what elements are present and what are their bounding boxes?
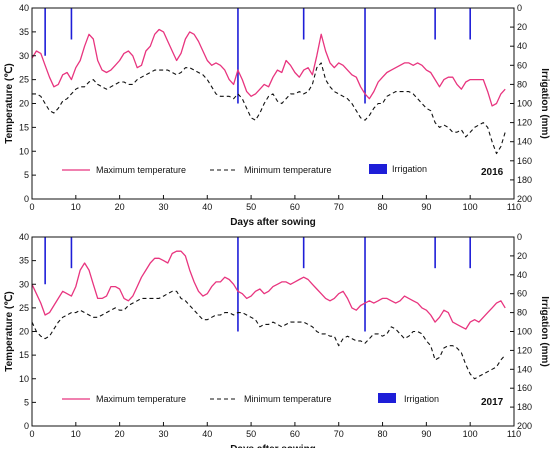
y2-tick-label: 200 [517,194,532,204]
y-axis-title: Temperature (℃) [4,63,15,144]
y-tick-label: 30 [19,51,29,61]
y2-tick-label: 60 [517,289,527,299]
y2-tick-label: 160 [517,156,532,166]
y-tick-label: 40 [19,3,29,13]
x-tick-label: 70 [334,429,344,439]
year-label: 2017 [481,397,504,408]
x-tick-label: 30 [158,429,168,439]
legend-irrigation-swatch [369,164,387,174]
y-tick-label: 25 [19,303,29,313]
y2-axis-title: Irrigation (mm) [539,296,550,367]
y-tick-label: 15 [19,350,29,360]
x-tick-label: 60 [290,202,300,212]
y2-tick-label: 140 [517,137,532,147]
x-tick-label: 80 [378,429,388,439]
y2-tick-label: 40 [517,270,527,280]
x-tick-label: 50 [246,429,256,439]
y2-tick-label: 0 [517,3,522,13]
x-tick-label: 70 [334,202,344,212]
y-tick-label: 30 [19,279,29,289]
x-tick-label: 40 [202,429,212,439]
y2-tick-label: 200 [517,421,532,431]
x-tick-label: 20 [115,202,125,212]
x-tick-label: 0 [29,202,34,212]
chart-panel-2017: 0 10 20 30 40 50 60 70 80 90 100 110 0 5 10 15 20 25 30 35 4… [4,232,550,453]
x-axis-title: Days after sowing [230,444,316,448]
y2-tick-label: 40 [517,41,527,51]
y-tick-label: 25 [19,75,29,85]
y-tick-label: 20 [19,99,29,109]
legend-max-label: Maximum temperature [96,394,186,404]
y2-tick-label: 120 [517,345,532,355]
y2-tick-label: 100 [517,99,532,109]
y-tick-label: 35 [19,27,29,37]
x-tick-label: 100 [463,429,478,439]
x-tick-label: 110 [507,429,521,439]
max-temperature-line [31,250,506,330]
y-tick-label: 15 [19,122,29,132]
x-tick-label: 60 [290,429,300,439]
x-tick-label: 100 [463,202,478,212]
y2-tick-label: 80 [517,308,527,318]
legend-irrigation-swatch [378,393,396,403]
year-label: 2016 [481,167,504,178]
y-tick-label: 10 [19,374,29,384]
min-temperature-line [31,290,506,380]
x-axis-title: Days after sowing [230,217,316,228]
y2-tick-label: 120 [517,118,532,128]
max-temperature-line [31,28,506,107]
y2-tick-label: 180 [517,402,532,412]
legend-irrigation-label: Irrigation [392,164,427,174]
y-tick-label: 40 [19,232,29,242]
y2-tick-label: 100 [517,327,532,337]
x-tick-label: 30 [158,202,168,212]
x-tick-label: 50 [246,202,256,212]
x-tick-label: 90 [421,202,431,212]
x-tick-label: 80 [378,202,388,212]
y2-tick-label: 160 [517,383,532,393]
y2-tick-label: 20 [517,22,527,32]
y-tick-label: 0 [24,421,29,431]
legend-max-label: Maximum temperature [96,165,186,175]
x-tick-label: 20 [115,429,125,439]
y2-tick-label: 80 [517,79,527,89]
y-tick-label: 5 [24,170,29,180]
x-tick-label: 10 [71,202,81,212]
legend-min-label: Minimum temperature [244,165,332,175]
x-tick-label: 0 [29,429,34,439]
y2-tick-label: 60 [517,60,527,70]
y-tick-label: 0 [24,194,29,204]
x-tick-label: 10 [71,429,81,439]
y2-tick-label: 140 [517,364,532,374]
y-tick-label: 20 [19,327,29,337]
legend-irrigation-label: Irrigation [404,394,439,404]
chart-panel-2016: 0 10 20 30 40 50 60 70 80 90 100 110 0 5 10 15 20 25 30 35 4… [4,3,550,228]
min-temperature-line [32,62,506,155]
x-tick-label: 110 [507,202,521,212]
y-tick-label: 5 [24,397,29,407]
x-tick-label: 40 [202,202,212,212]
y-tick-label: 35 [19,256,29,266]
legend-min-label: Minimum temperature [244,394,332,404]
y-axis-title: Temperature (℃) [4,291,15,372]
y2-tick-label: 20 [517,251,527,261]
y2-axis-title: Irrigation (mm) [539,68,550,139]
y-tick-label: 10 [19,146,29,156]
y2-tick-label: 180 [517,175,532,185]
y2-tick-label: 0 [517,232,522,242]
x-tick-label: 90 [421,429,431,439]
